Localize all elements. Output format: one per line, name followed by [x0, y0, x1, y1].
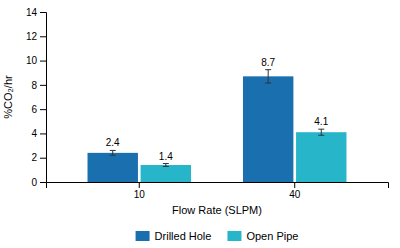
legend: Drilled Hole Open Pipe	[136, 230, 299, 242]
plot-area: 0 2 4 6 8 10 12 14 10 40 2.4 8.7 1.4 4.1 Flow Rate (SL…	[2, 7, 389, 216]
data-label: 1.4	[159, 151, 173, 162]
bar	[88, 153, 138, 182]
y-tick-mark	[40, 133, 46, 134]
x-axis: 10 40	[47, 182, 389, 200]
legend-label: Drilled Hole	[155, 230, 212, 242]
y-axis-title: %CO₂/hr	[2, 75, 14, 119]
bar	[296, 132, 346, 182]
x-tick: 40	[289, 182, 301, 200]
y-tick-label: 14	[26, 7, 38, 18]
x-tick-mark	[294, 182, 295, 188]
y-tick-label: 8	[31, 80, 37, 91]
legend-swatch	[136, 231, 150, 241]
data-label: 4.1	[314, 116, 328, 127]
data-label: 2.4	[106, 137, 120, 148]
legend-swatch	[227, 231, 241, 241]
data-labels: 2.4 8.7 1.4 4.1	[106, 57, 329, 162]
y-tick-mark	[40, 12, 46, 13]
y-tick-label: 12	[26, 31, 38, 42]
legend-item: Drilled Hole	[136, 230, 212, 242]
error-bar	[318, 129, 324, 135]
x-tick-label: 40	[289, 189, 301, 200]
error-bar	[163, 164, 169, 167]
y-tick-mark	[40, 85, 46, 86]
series	[88, 70, 294, 182]
y-tick-mark	[40, 61, 46, 62]
y-tick: 6	[31, 104, 46, 115]
chart: 0 2 4 6 8 10 12 14 10 40 2.4 8.7 1.4 4.1 Flow Rate (SL…	[0, 0, 400, 248]
y-tick-mark	[40, 158, 46, 159]
y-tick: 4	[31, 128, 46, 139]
x-tick: 10	[134, 182, 146, 200]
y-tick: 14	[26, 7, 46, 18]
x-axis-line	[47, 183, 389, 189]
y-tick-label: 4	[31, 128, 37, 139]
y-axis: 0 2 4 6 8 10 12 14	[26, 7, 47, 188]
x-axis-title: Flow Rate (SLPM)	[172, 204, 262, 216]
y-tick: 10	[26, 55, 46, 66]
y-tick: 12	[26, 31, 46, 42]
y-tick: 0	[31, 177, 46, 188]
y-tick: 8	[31, 80, 46, 91]
data-label: 8.7	[261, 57, 275, 68]
y-tick: 2	[31, 152, 46, 163]
bar	[243, 76, 293, 182]
y-tick-mark	[40, 109, 46, 110]
error-bar	[110, 150, 116, 155]
legend-label: Open Pipe	[246, 230, 298, 242]
bar	[141, 165, 191, 182]
error-bar	[265, 70, 271, 83]
legend-item: Open Pipe	[227, 230, 298, 242]
y-axis-line	[40, 13, 47, 183]
y-tick-mark	[40, 182, 46, 183]
series	[141, 129, 347, 182]
y-tick-mark	[40, 36, 46, 37]
y-tick-label: 6	[31, 104, 37, 115]
marks	[88, 70, 347, 182]
x-tick-mark	[139, 182, 140, 188]
y-tick-label: 0	[31, 177, 37, 188]
x-tick-label: 10	[134, 189, 146, 200]
y-tick-label: 2	[31, 152, 37, 163]
y-tick-label: 10	[26, 55, 38, 66]
